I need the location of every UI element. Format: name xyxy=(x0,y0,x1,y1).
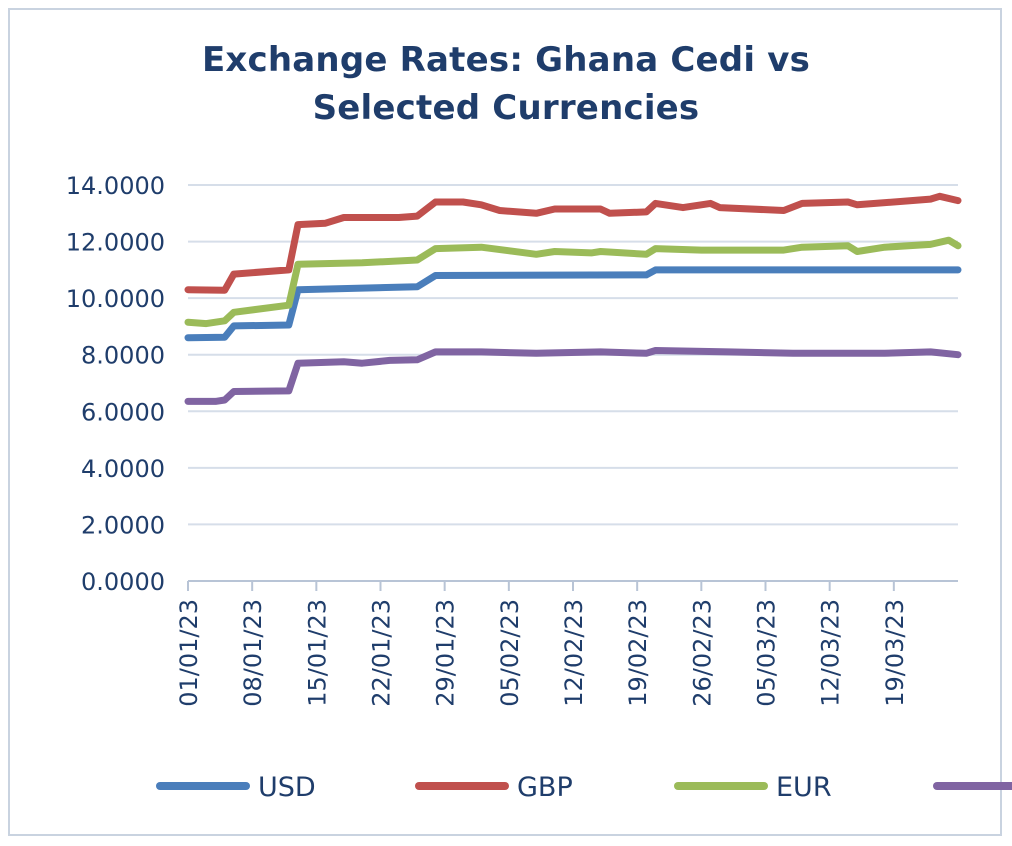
x-tick-label: 05/03/23 xyxy=(753,599,781,707)
y-tick-label: 8.0000 xyxy=(81,342,165,370)
x-tick-label: 26/02/23 xyxy=(688,599,716,707)
y-tick-label: 2.0000 xyxy=(81,511,165,539)
series-line-gbp xyxy=(184,192,962,294)
y-tick-label: 4.0000 xyxy=(81,455,165,483)
y-tick-label: 10.0000 xyxy=(66,285,165,313)
y-axis-ticks: 0.0000 2.0000 4.0000 6.0000 8.0000 10.0000 12.… xyxy=(66,172,165,596)
chart-frame xyxy=(8,8,1002,836)
series-line-usd xyxy=(184,266,962,342)
x-tick-label: 29/01/23 xyxy=(432,599,460,707)
x-tick-label: 12/02/23 xyxy=(560,599,588,707)
x-tick-label: 19/03/23 xyxy=(881,599,909,707)
x-tick-label: 15/01/23 xyxy=(303,599,331,707)
x-tick-label: 22/01/23 xyxy=(368,599,396,707)
y-tick-label: 14.0000 xyxy=(66,172,165,200)
series-line-cad xyxy=(184,347,962,405)
series-line-eur xyxy=(184,236,962,328)
series-lines xyxy=(184,192,962,405)
x-tick-label: 01/01/23 xyxy=(175,599,203,707)
y-tick-label: 6.0000 xyxy=(81,398,165,426)
x-tick-label: 12/03/23 xyxy=(817,599,845,707)
legend-label-eur: EUR xyxy=(776,772,832,803)
y-tick-label: 0.0000 xyxy=(81,568,165,596)
legend-label-gbp: GBP xyxy=(517,772,573,803)
chart-title-line-2: Selected Currencies xyxy=(312,88,700,128)
legend: USDGBPEURCAD xyxy=(156,772,1012,803)
chart-title-line-1: Exchange Rates: Ghana Cedi vs xyxy=(201,40,811,80)
x-tick-label: 08/01/23 xyxy=(239,599,267,707)
x-axis: 01/01/23 08/01/23 15/01/23 22/01/23 29/01/23… xyxy=(175,581,909,707)
legend-label-usd: USD xyxy=(258,772,316,803)
x-tick-label: 05/02/23 xyxy=(496,599,524,707)
y-tick-label: 12.0000 xyxy=(66,229,165,257)
x-tick-label: 19/02/23 xyxy=(624,599,652,707)
